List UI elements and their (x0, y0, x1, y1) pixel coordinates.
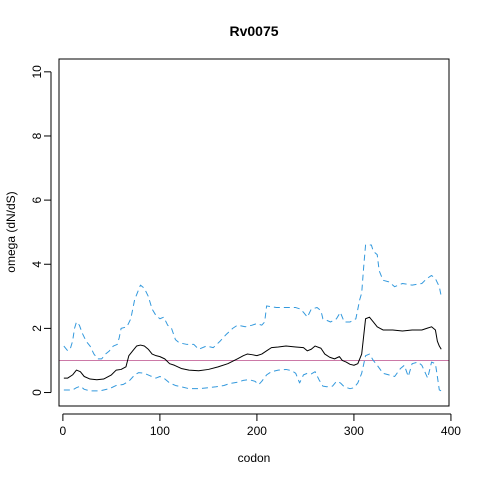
plot-frame (58, 58, 450, 407)
x-tick-label: 0 (60, 424, 67, 438)
plot-area (59, 244, 449, 392)
y-axis: 0 2 4 6 8 10 (30, 65, 52, 396)
x-tick-label: 100 (150, 424, 170, 438)
series-line-median (63, 316, 442, 381)
series-line-upper (63, 244, 442, 360)
y-tick-label: 10 (30, 65, 44, 79)
series-line-lower (63, 353, 442, 392)
x-axis-title: codon (238, 451, 271, 465)
y-tick-label: 0 (30, 389, 44, 396)
y-tick-label: 4 (30, 261, 44, 268)
x-tick-label: 400 (441, 424, 461, 438)
y-tick-label: 8 (30, 132, 44, 139)
x-tick-label: 200 (247, 424, 267, 438)
y-tick-label: 2 (30, 325, 44, 332)
y-axis-title: omega (dN/dS) (4, 191, 18, 272)
x-axis: 0 100 200 300 400 (60, 413, 461, 438)
chart-title: Rv0075 (229, 23, 278, 39)
x-tick-label: 300 (344, 424, 364, 438)
y-tick-label: 6 (30, 196, 44, 203)
